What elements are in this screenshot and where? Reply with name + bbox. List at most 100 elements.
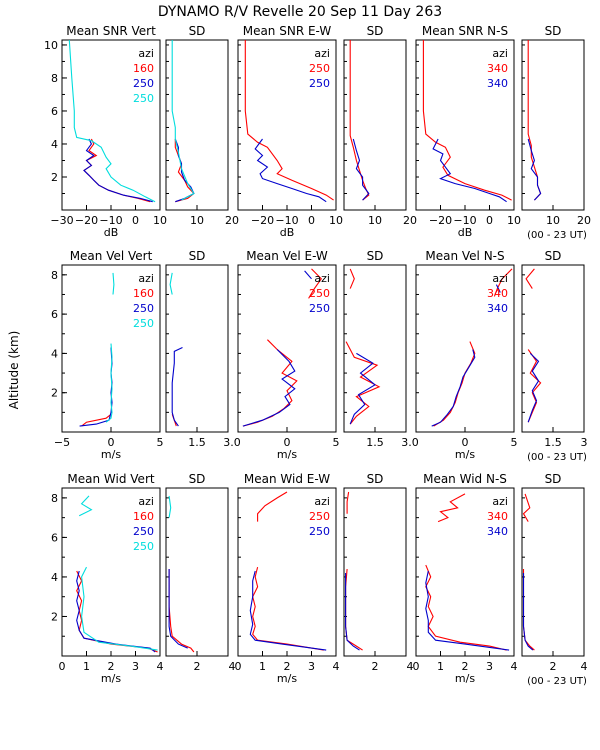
x-tick-label: −10 (275, 214, 298, 227)
y-tick-label: 2 (51, 387, 58, 400)
x-tick-label-edge: 3.0 (401, 436, 419, 449)
x-axis-label: m/s (277, 672, 297, 685)
series-line-250 (242, 349, 296, 427)
legend-entry: 160 (133, 62, 154, 75)
y-tick-label: 6 (51, 105, 58, 118)
legend-entry: 340 (487, 525, 508, 538)
series-line-250 (345, 341, 381, 425)
series-line-340 (525, 268, 535, 289)
x-tick-label: 10 (329, 214, 343, 227)
x-tick-label: 4 (333, 660, 340, 673)
series-line-160 (81, 413, 112, 427)
x-tick-label: 3 (581, 436, 588, 449)
panel-title: SD (545, 472, 562, 486)
panel-snr-vert-sd: SD 10 20 (165, 24, 239, 227)
legend-entry: 160 (133, 287, 154, 300)
panel-title: Mean Wid N-S (423, 472, 507, 486)
x-tick-label: −5 (54, 436, 70, 449)
legend-entry: azi (138, 272, 154, 285)
series-line-250 (244, 40, 334, 201)
series-line-250 (304, 270, 312, 280)
x-axis-label: m/s (101, 448, 121, 461)
x-tick-label: 1 (437, 660, 444, 673)
x-axis-label: dB (280, 226, 295, 239)
panel-wid-ew-sd: SD 2 4 (343, 472, 414, 673)
series-line-340 (432, 138, 507, 203)
legend-entry: 250 (133, 540, 154, 553)
y-tick-label: 6 (51, 531, 58, 544)
series-line-340 (522, 573, 534, 651)
x-tick-label: 5 (333, 436, 340, 449)
series-line-340 (425, 564, 507, 651)
series-line-340 (437, 493, 466, 523)
panel-snr-ns-sd: SD 10 20 (00 - 23 UT) (521, 24, 591, 241)
series-line-340 (527, 353, 540, 423)
series-line-250 (257, 491, 288, 522)
legend-entry: azi (138, 47, 154, 60)
x-tick-label: 5 (157, 436, 164, 449)
x-tick-label: 0 (462, 436, 469, 449)
series-line-340 (527, 349, 542, 423)
panel-title: SD (189, 472, 206, 486)
x-tick-label: 1.5 (366, 436, 384, 449)
panel-title: Mean SNR E-W (243, 24, 332, 38)
panel-title: SD (367, 24, 384, 38)
x-tick-label: 0 (132, 214, 139, 227)
panel-snr-ew: Mean SNR E-W −20 −10 0 10 dB azi 250 250 (237, 24, 343, 239)
x-tick-label: 0 (413, 660, 420, 673)
x-axis-label: dB (458, 226, 473, 239)
series-line-250 (252, 566, 324, 651)
panel-wid-ew: Mean Wid E-W 0 1 2 3 4 m/s azi 250 250 (235, 472, 340, 685)
panel-vel-vert-sd: SD 1.5 3.0 (165, 249, 241, 449)
x-tick-label: 10 (368, 214, 382, 227)
y-tick-label: 4 (51, 571, 58, 584)
x-tick-label: 4 (581, 660, 588, 673)
x-tick-label: 5 (511, 436, 518, 449)
legend-entry: 340 (487, 62, 508, 75)
x-tick-label-edge: 20 (403, 214, 417, 227)
x-tick-label: 4 (157, 660, 164, 673)
panel-snr-vert: Mean SNR Vert 2 4 6 8 10 −30 −20 −10 0 10 dB azi 160 2… (44, 24, 167, 239)
x-tick-label: 1.5 (544, 436, 562, 449)
series-line-340 (493, 268, 513, 297)
legend-entry: azi (492, 47, 508, 60)
panel-frame (521, 39, 585, 211)
legend-entry: azi (492, 272, 508, 285)
panel-title: SD (189, 249, 206, 263)
x-axis-label: m/s (455, 448, 475, 461)
series-line-250 (308, 268, 323, 299)
series-line-250 (171, 40, 195, 201)
x-tick-label: 3 (486, 660, 493, 673)
panel-frame (165, 487, 229, 657)
legend-entry: azi (314, 495, 330, 508)
series-line-250 (168, 569, 188, 649)
series-line-250 (171, 347, 183, 427)
panel-title: SD (545, 249, 562, 263)
series-line-250 (254, 138, 327, 203)
x-tick-label: 2 (550, 660, 557, 673)
panel-vel-vert: Mean Vel Vert 2 4 6 8 −5 0 5 m/s azi 160 250 250 (51, 249, 164, 461)
legend-entry: azi (138, 495, 154, 508)
legend-entry: 250 (309, 510, 330, 523)
x-tick-label: 2 (462, 660, 469, 673)
y-tick-label: 10 (44, 39, 58, 52)
series-line-250 (105, 343, 113, 423)
legend-entry: 250 (309, 525, 330, 538)
panel-frame (343, 39, 407, 211)
series-line-250 (345, 573, 360, 651)
x-tick-label: −30 (50, 214, 73, 227)
x-tick-label: 1 (83, 660, 90, 673)
series-line-250 (81, 566, 158, 651)
x-tick-label: 10 (507, 214, 521, 227)
series-line-250 (349, 268, 355, 289)
panel-title: Mean SNR Vert (66, 24, 156, 38)
panel-vel-ew: Mean Vel E-W 0 5 m/s azi 250 250 (237, 249, 340, 461)
series-line-340 (527, 138, 542, 201)
x-tick-label: 0 (59, 660, 66, 673)
legend-entry: 340 (487, 77, 508, 90)
series-line-250 (249, 570, 327, 651)
ut-range-label: (00 - 23 UT) (527, 676, 587, 687)
x-tick-label: 0 (108, 436, 115, 449)
y-tick-label: 4 (51, 138, 58, 151)
